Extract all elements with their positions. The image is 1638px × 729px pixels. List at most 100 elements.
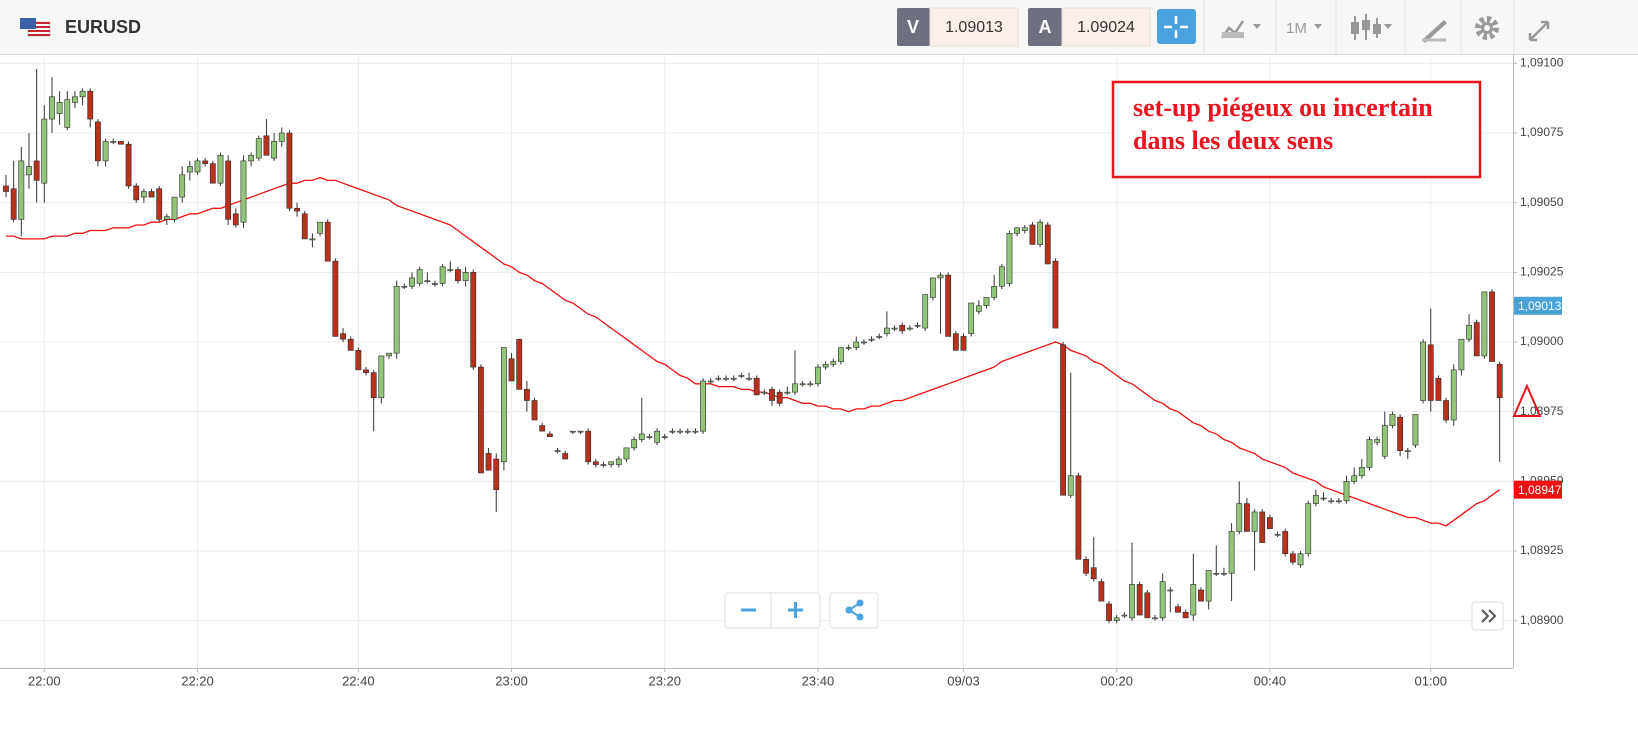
candle-body: [1397, 416, 1404, 451]
toolbar: [0, 0, 1638, 54]
candle-body: [1221, 572, 1227, 575]
candle-body: [95, 121, 101, 162]
candle-body: [232, 213, 239, 226]
candle-body: [838, 347, 844, 362]
candle-body: [118, 141, 124, 145]
candle-body: [125, 143, 132, 187]
y-tick-label: 1,09025: [1520, 265, 1564, 279]
candle-body: [1006, 233, 1013, 284]
chart-type-button[interactable]: [1351, 14, 1392, 40]
candle-body: [1228, 531, 1235, 574]
candle-body: [455, 269, 461, 281]
candle-body: [876, 336, 883, 338]
candle-body: [79, 90, 86, 98]
candle-body: [493, 458, 500, 490]
candle-body: [409, 277, 415, 287]
candle-body: [309, 238, 316, 241]
candle-body: [186, 166, 193, 173]
candle-body: [33, 160, 40, 181]
candle-body: [646, 436, 653, 439]
candle-body: [1435, 377, 1442, 401]
candle-body: [661, 436, 668, 439]
candle-body: [324, 221, 331, 262]
x-tick-label: 01:00: [1414, 673, 1447, 688]
scroll-right-button[interactable]: [1471, 601, 1504, 631]
timeframe[interactable]: 1M: [1286, 20, 1307, 37]
candle-body: [87, 90, 94, 120]
candle-body: [462, 272, 469, 281]
candle-body: [531, 400, 538, 421]
candle-body: [906, 327, 913, 330]
candle-body: [1213, 572, 1220, 575]
candle-body: [1083, 559, 1089, 574]
candle-body: [1060, 344, 1066, 496]
candle-body: [983, 297, 990, 307]
candle-body: [1014, 227, 1021, 234]
candle-body: [1075, 475, 1082, 560]
candle-body: [217, 155, 224, 184]
candle-body: [998, 266, 1005, 287]
ma-price-tag-label: 1,08947: [1518, 483, 1562, 497]
candle-body: [1374, 439, 1381, 443]
candle-body: [64, 99, 71, 128]
fullscreen-button[interactable]: [1528, 20, 1550, 42]
alert-icon[interactable]: [1512, 383, 1542, 417]
candle-body: [1190, 584, 1197, 616]
candle-body: [569, 430, 576, 433]
candle-body: [72, 96, 78, 103]
indicator-button[interactable]: [1220, 20, 1261, 39]
candle-body: [278, 132, 285, 142]
zoom-in-button[interactable]: [788, 602, 803, 618]
candle-body: [1106, 603, 1112, 621]
candle-body: [271, 141, 277, 159]
candle-body: [1198, 589, 1204, 602]
candle-body: [1159, 581, 1166, 619]
annotation-line: set-up piégeux ou incertain: [1133, 93, 1433, 122]
draw-button[interactable]: [1422, 20, 1447, 43]
candle-body: [432, 283, 438, 285]
bid-box[interactable]: [929, 7, 1019, 47]
candle-body: [815, 366, 821, 385]
candle-body: [891, 327, 898, 330]
candle-body: [1251, 511, 1258, 532]
candle-body: [539, 425, 546, 432]
ask-box[interactable]: [1061, 7, 1151, 47]
candle-body: [608, 461, 615, 465]
candle-body: [500, 347, 507, 463]
candle-body: [1450, 369, 1457, 421]
candle-body: [255, 138, 262, 159]
candle-body: [1098, 581, 1105, 602]
settings-button[interactable]: [1475, 16, 1499, 40]
candle-body: [654, 430, 660, 443]
candle-body: [1052, 260, 1059, 329]
y-tick-label: 1,09000: [1520, 334, 1564, 348]
candle-body: [286, 132, 293, 209]
flag-icon: [20, 18, 51, 37]
candle-body: [1489, 291, 1495, 362]
candle-body: [776, 391, 783, 404]
candle-body: [1175, 606, 1181, 613]
candle-body: [784, 391, 791, 394]
candle-body: [1029, 224, 1036, 245]
candle-body: [363, 369, 369, 373]
y-tick-label: 1,09075: [1520, 125, 1564, 139]
candle-body: [592, 461, 599, 465]
candle-body: [317, 221, 323, 234]
candle-body: [225, 160, 232, 220]
candle-body: [1404, 450, 1411, 452]
candle-body: [715, 377, 722, 380]
crosshair-button[interactable]: [1157, 9, 1196, 44]
candle-body: [991, 285, 998, 298]
y-tick-label: 1,08925: [1520, 543, 1564, 557]
bid-price: 1.09013: [945, 19, 1003, 36]
candle-body: [1381, 425, 1388, 457]
candle-body: [26, 166, 32, 176]
share-button[interactable]: [829, 592, 879, 629]
last-price-tag-label: 1,09013: [1518, 299, 1562, 313]
candle-body: [638, 433, 645, 440]
candle-body: [340, 333, 346, 340]
candle-body: [424, 280, 431, 282]
candle-body: [830, 361, 837, 365]
candle-body: [1152, 617, 1158, 620]
candle-body: [401, 285, 408, 288]
